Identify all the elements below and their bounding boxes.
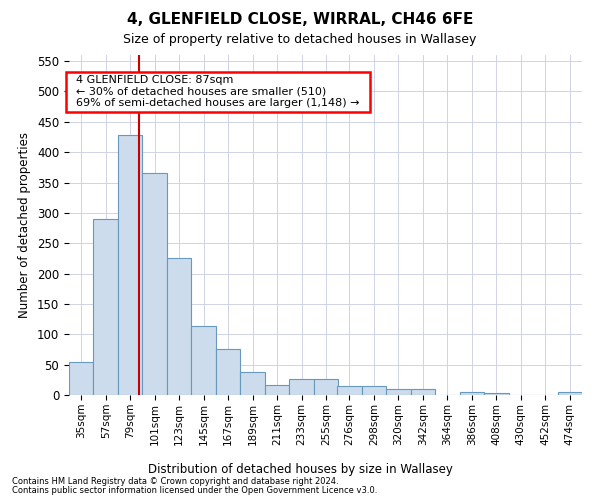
Bar (337, 386, 362, 395)
Bar (241, 372, 265, 395)
Bar (118, 135, 142, 395)
Bar (216, 350, 241, 395)
Bar (410, 389, 435, 395)
Bar (94, 219, 118, 395)
Bar (314, 378, 338, 395)
Bar (289, 378, 314, 395)
Bar (167, 258, 191, 395)
Text: 4 GLENFIELD CLOSE: 87sqm
  ← 30% of detached houses are smaller (510)
  69% of s: 4 GLENFIELD CLOSE: 87sqm ← 30% of detach… (69, 75, 367, 108)
Bar (69, 362, 94, 395)
Text: Size of property relative to detached houses in Wallasey: Size of property relative to detached ho… (124, 32, 476, 46)
Bar (460, 392, 484, 395)
Bar (386, 389, 410, 395)
Text: Contains HM Land Registry data © Crown copyright and database right 2024.: Contains HM Land Registry data © Crown c… (12, 477, 338, 486)
Text: Contains public sector information licensed under the Open Government Licence v3: Contains public sector information licen… (12, 486, 377, 495)
Bar (362, 386, 386, 395)
Bar (265, 384, 289, 395)
Y-axis label: Number of detached properties: Number of detached properties (19, 132, 31, 318)
Bar (557, 392, 582, 395)
Bar (484, 392, 509, 395)
Bar (142, 174, 167, 395)
Text: 4, GLENFIELD CLOSE, WIRRAL, CH46 6FE: 4, GLENFIELD CLOSE, WIRRAL, CH46 6FE (127, 12, 473, 28)
Bar (191, 326, 216, 395)
Text: Distribution of detached houses by size in Wallasey: Distribution of detached houses by size … (148, 462, 452, 475)
